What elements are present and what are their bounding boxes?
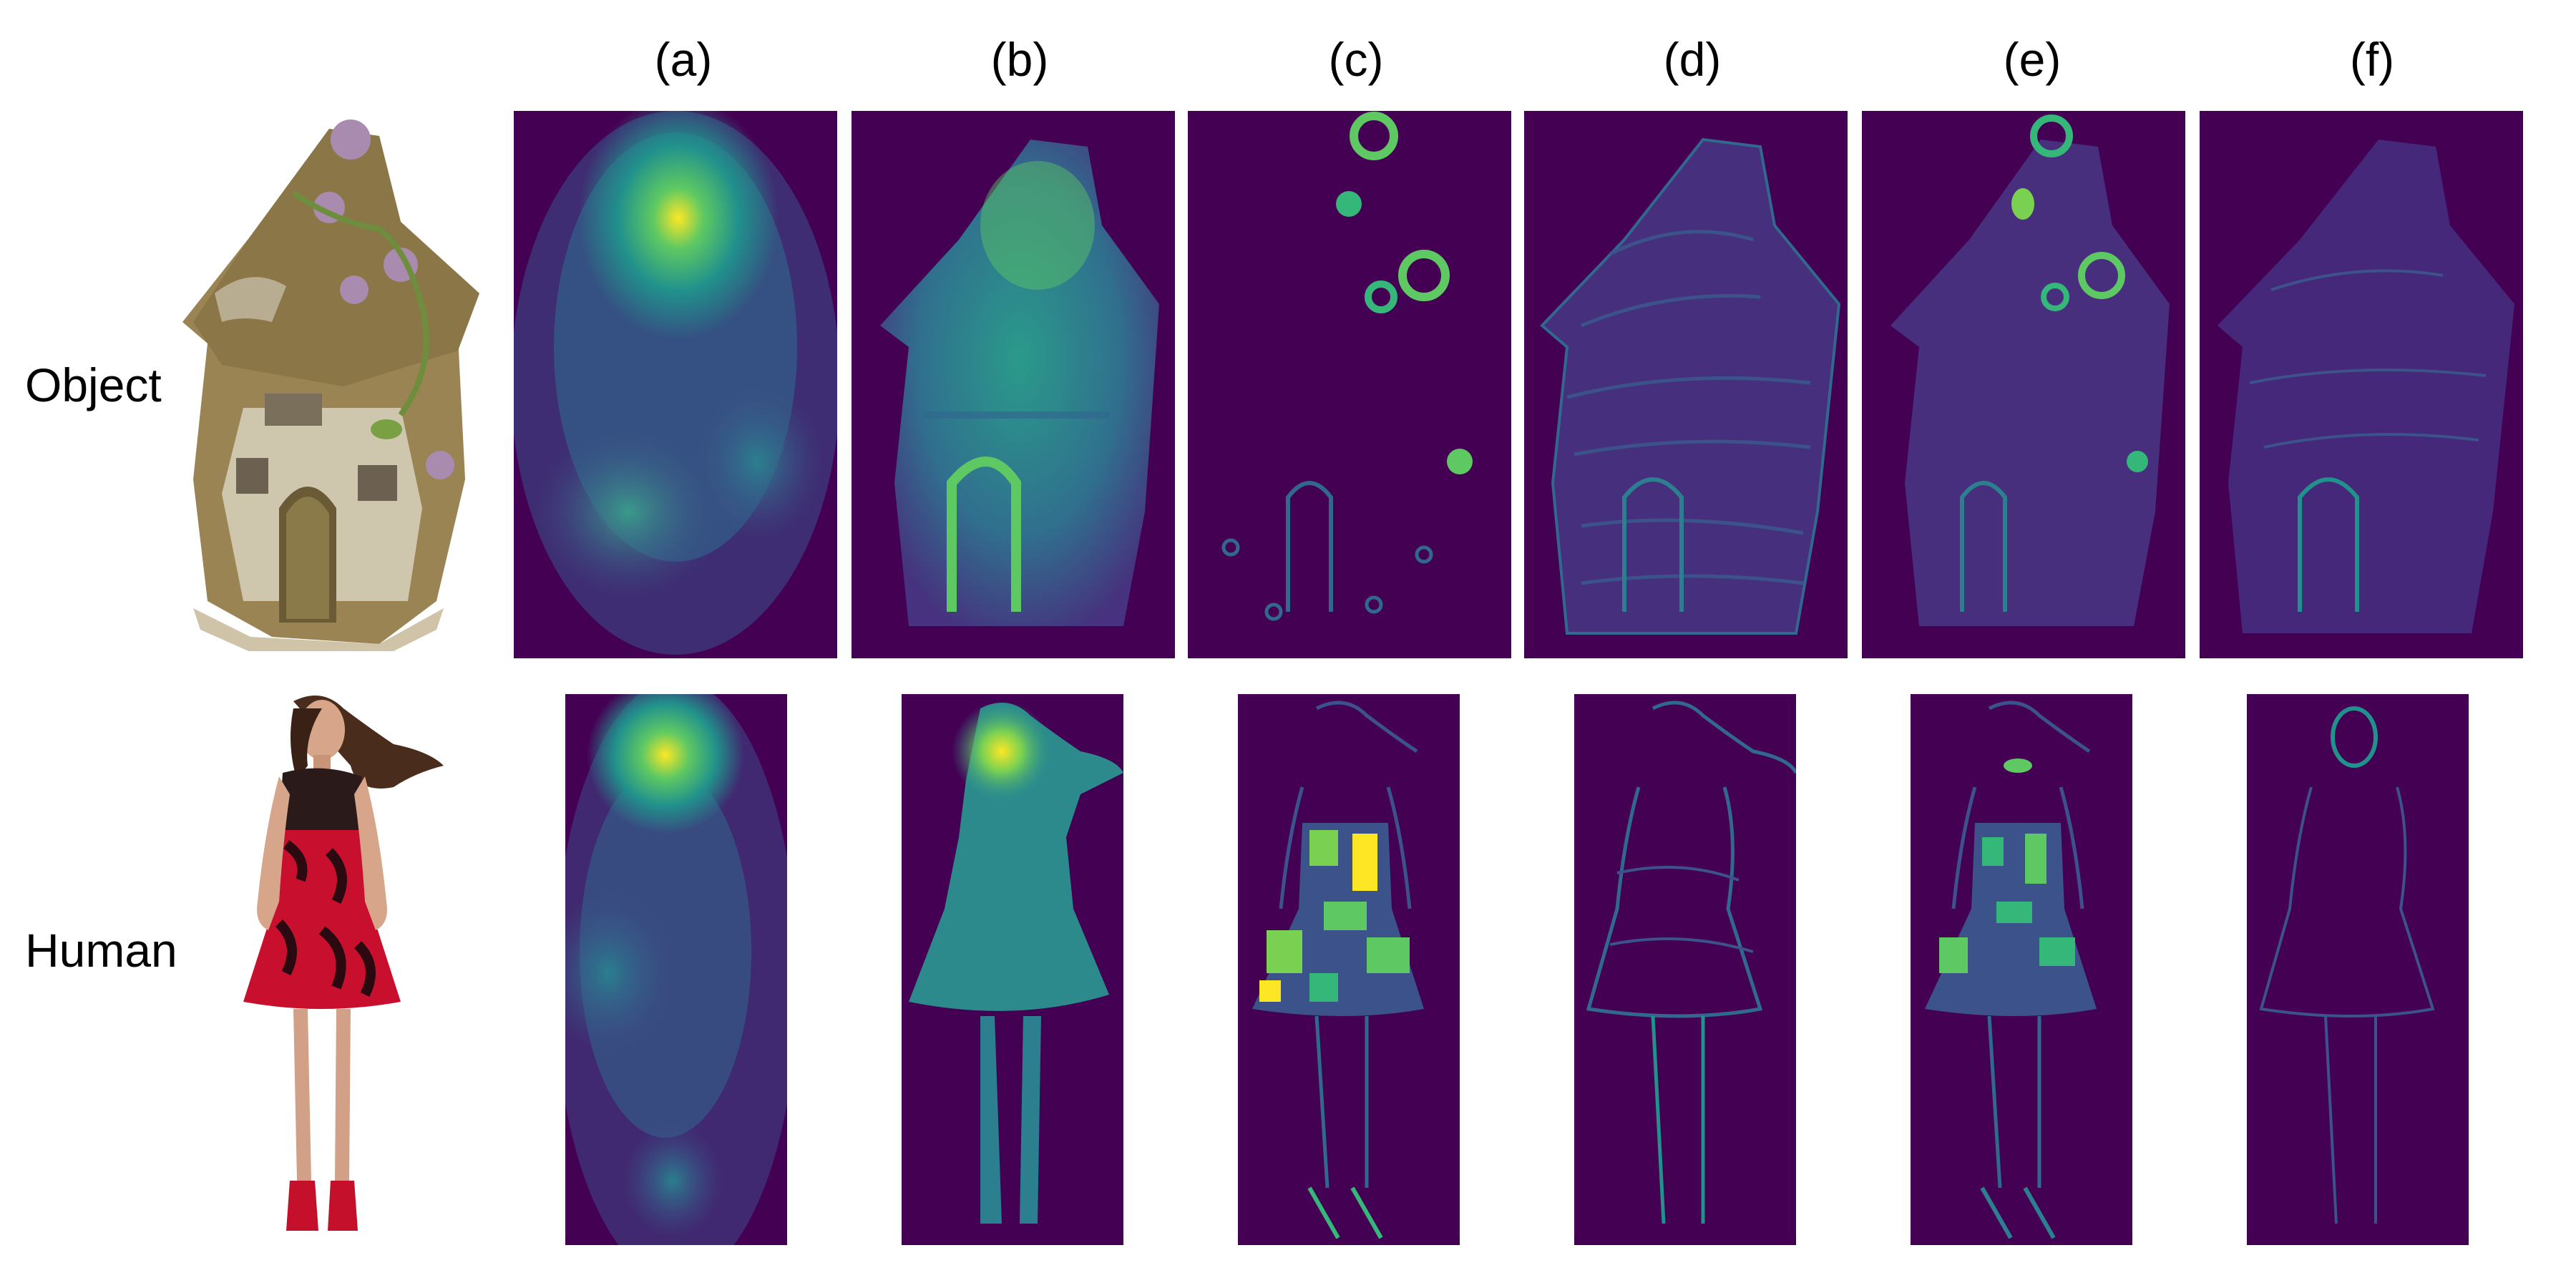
human-panel-c <box>1238 694 1460 1245</box>
column-label-b: (b) <box>990 33 1049 86</box>
column-label-f: (f) <box>2349 33 2395 86</box>
human-panel-b <box>902 694 1123 1245</box>
column-label-c: (c) <box>1328 33 1384 86</box>
row-label-object: Object <box>25 358 162 411</box>
human-photo <box>215 687 458 1245</box>
human-panel-a <box>565 694 787 1245</box>
human-panel-d <box>1574 694 1796 1245</box>
object-panel-e <box>1862 111 2185 658</box>
object-panel-d <box>1524 111 1848 658</box>
object-panel-a <box>514 111 837 658</box>
column-label-e: (e) <box>2003 33 2062 86</box>
human-panel-e <box>1911 694 2132 1245</box>
object-panel-f <box>2200 111 2523 658</box>
object-panel-b <box>852 111 1175 658</box>
object-panel-c <box>1188 111 1511 658</box>
object-photo <box>165 107 508 651</box>
column-label-a: (a) <box>654 33 713 86</box>
row-label-human: Human <box>25 924 177 977</box>
column-label-d: (d) <box>1663 33 1722 86</box>
human-panel-f <box>2247 694 2469 1245</box>
